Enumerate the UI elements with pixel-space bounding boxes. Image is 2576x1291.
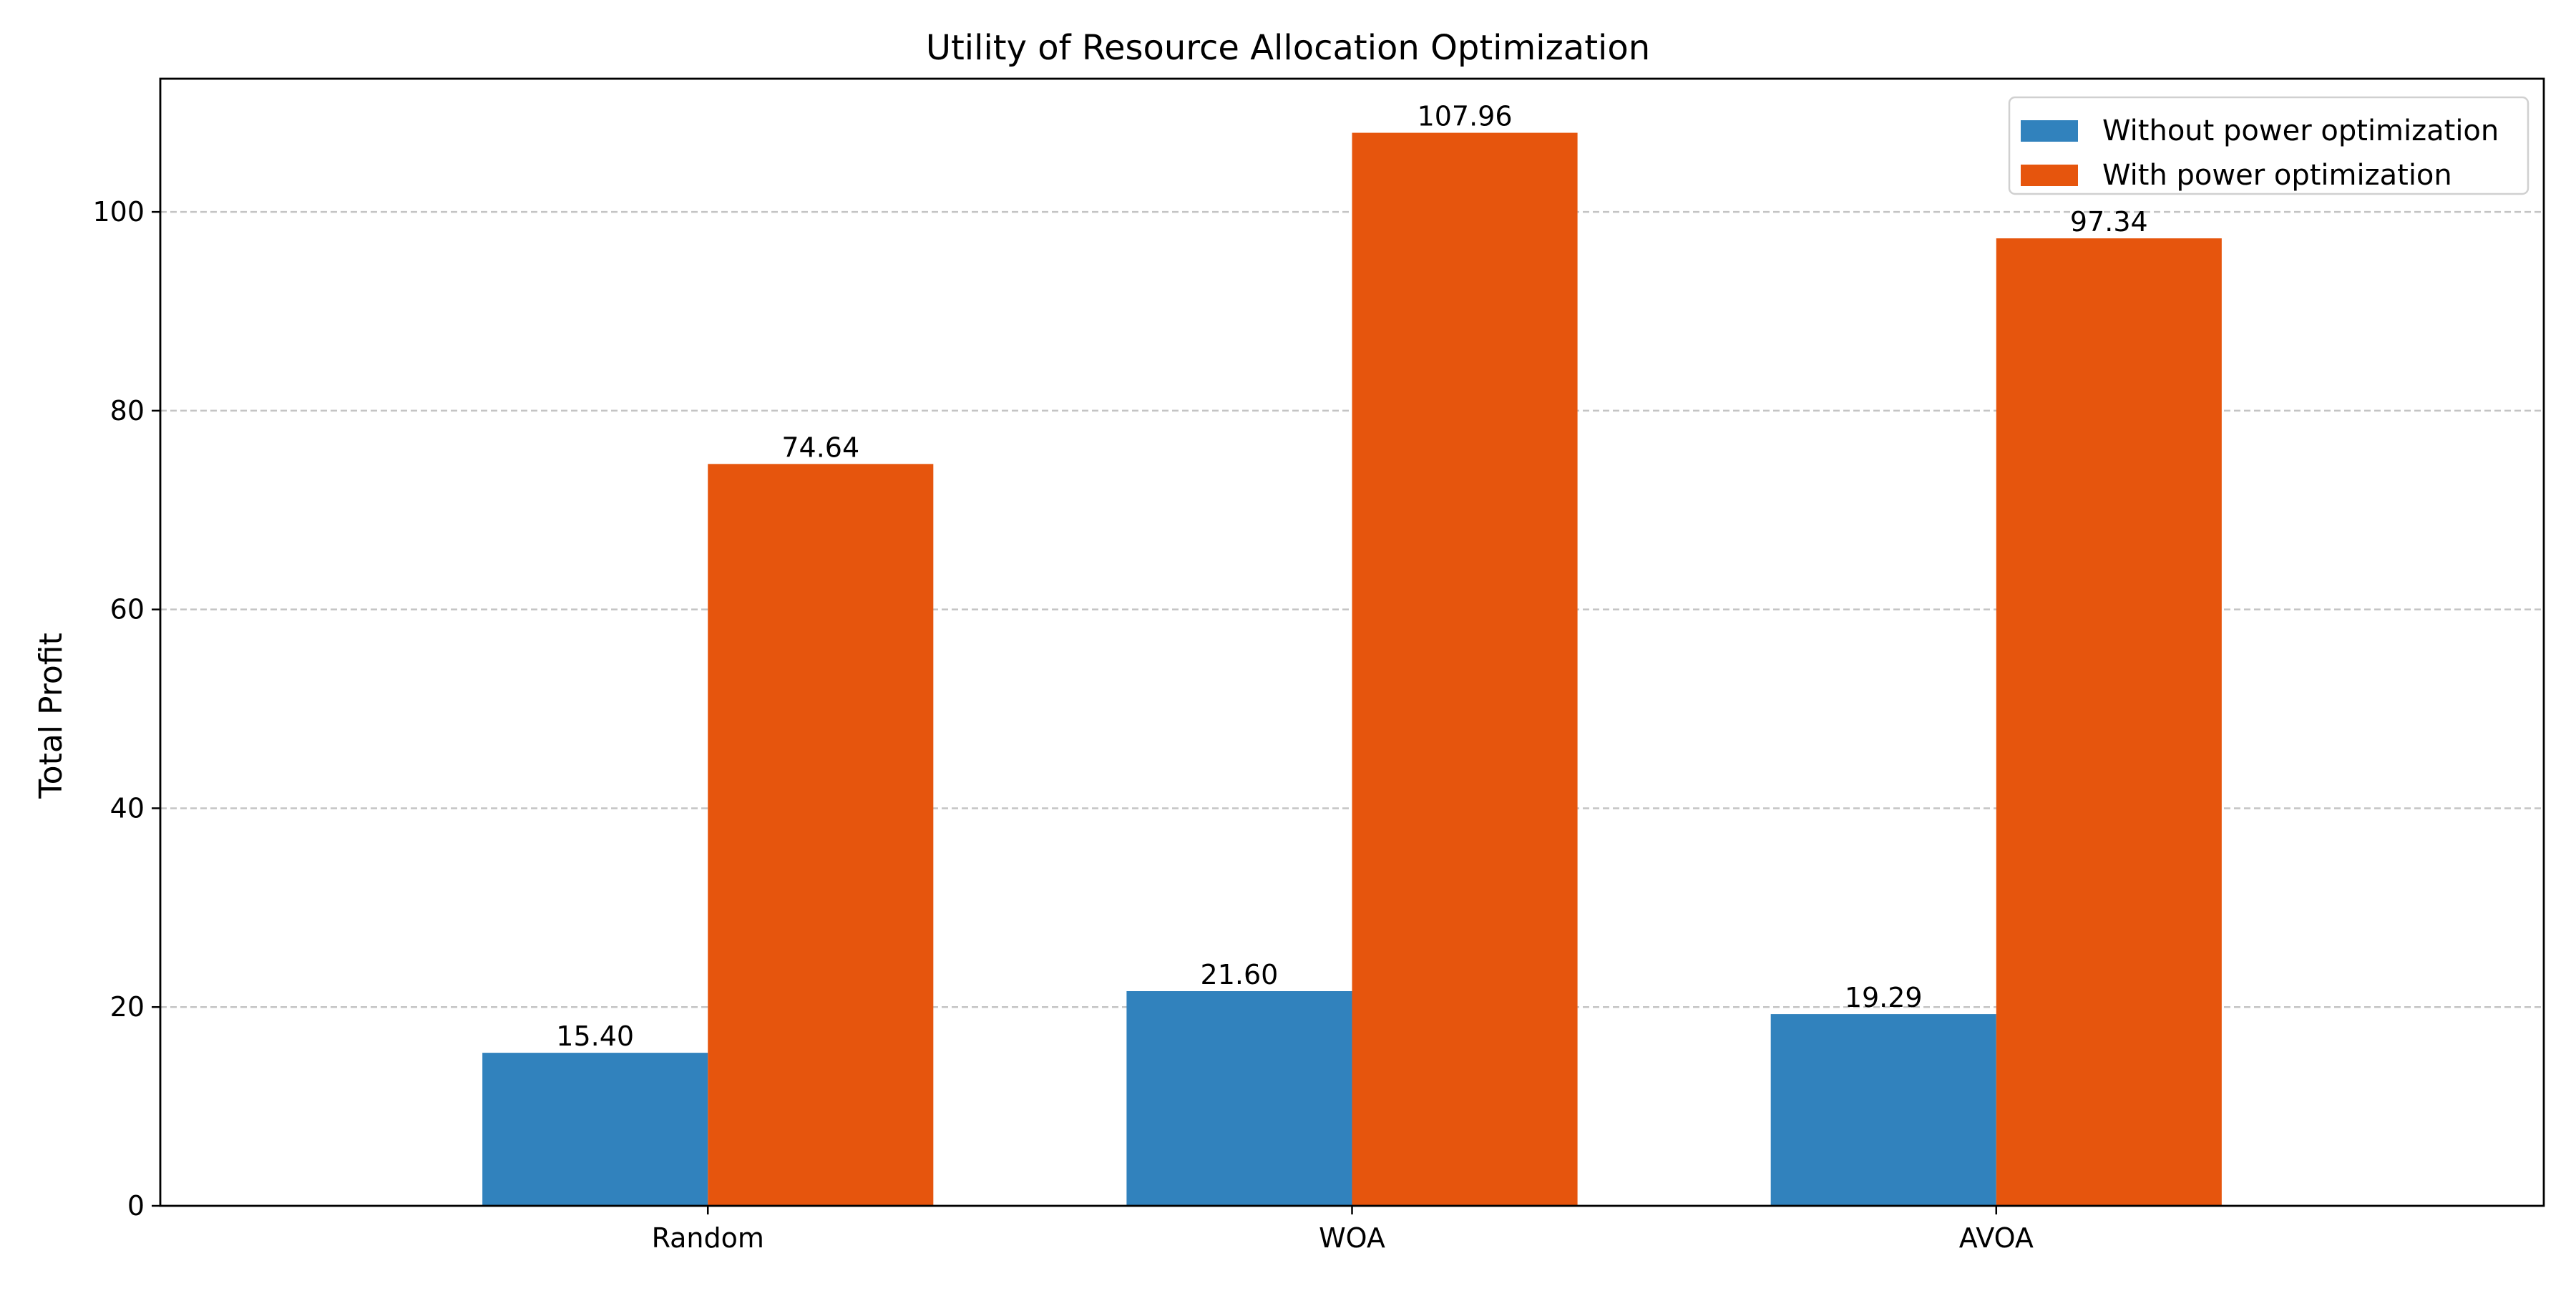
bar [1996, 238, 2222, 1206]
bar-value-label: 74.64 [781, 432, 859, 463]
y-tick-label: 20 [110, 991, 145, 1023]
chart-title: Utility of Resource Allocation Optimizat… [926, 28, 1650, 68]
bar [1770, 1014, 1996, 1206]
legend-swatch [2021, 165, 2078, 186]
bar-value-label: 19.29 [1845, 982, 1923, 1013]
bar [708, 464, 934, 1207]
bar-value-label: 15.40 [556, 1020, 634, 1052]
bar [1352, 132, 1578, 1207]
bars [482, 132, 2222, 1207]
bar-value-label: 97.34 [2070, 206, 2148, 238]
legend-swatch [2021, 120, 2078, 142]
bar-value-label: 21.60 [1201, 959, 1279, 990]
legend-box [2008, 96, 2529, 195]
x-tick-label: AVOA [1959, 1222, 2034, 1254]
legend: Without power optimization With power opt… [2008, 96, 2529, 195]
y-tick-label: 80 [110, 395, 145, 427]
bar-value-label: 107.96 [1418, 101, 1513, 132]
legend-label: Without power optimization [2102, 115, 2499, 147]
x-tick-label: WOA [1319, 1222, 1385, 1254]
y-tick-label: 60 [110, 594, 145, 625]
y-tick-label: 0 [127, 1190, 145, 1222]
plot-frame [159, 77, 2545, 1207]
y-tick-label: 40 [110, 792, 145, 824]
bar [482, 1053, 708, 1206]
x-tick-label: Random [652, 1222, 764, 1254]
bar [1126, 991, 1352, 1206]
legend-label: With power optimization [2102, 159, 2452, 192]
y-tick-label: 100 [92, 196, 145, 228]
value-labels: 15.40 21.60 19.29 74.64 107.96 97.34 [556, 101, 2147, 1053]
y-axis-label: Total Profit [33, 633, 69, 799]
axes: 0 20 40 60 80 100 Random WOA AVOA [92, 77, 2545, 1254]
